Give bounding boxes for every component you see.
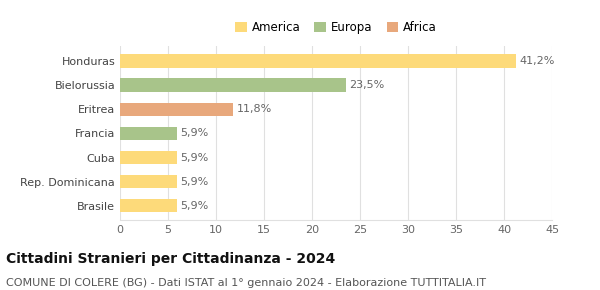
Text: 5,9%: 5,9% — [181, 177, 209, 187]
Text: Cittadini Stranieri per Cittadinanza - 2024: Cittadini Stranieri per Cittadinanza - 2… — [6, 252, 335, 266]
Bar — [120, 103, 233, 116]
Bar — [120, 79, 346, 92]
Text: 41,2%: 41,2% — [520, 56, 555, 66]
Text: 5,9%: 5,9% — [181, 153, 209, 163]
Text: 11,8%: 11,8% — [237, 104, 272, 114]
Bar — [120, 151, 176, 164]
Legend: America, Europa, Africa: America, Europa, Africa — [235, 21, 437, 34]
Text: COMUNE DI COLERE (BG) - Dati ISTAT al 1° gennaio 2024 - Elaborazione TUTTITALIA.: COMUNE DI COLERE (BG) - Dati ISTAT al 1°… — [6, 278, 486, 288]
Bar — [120, 199, 176, 213]
Bar — [120, 175, 176, 188]
Text: 23,5%: 23,5% — [349, 80, 385, 90]
Text: 5,9%: 5,9% — [181, 128, 209, 138]
Bar — [120, 127, 176, 140]
Text: 5,9%: 5,9% — [181, 201, 209, 211]
Bar — [120, 54, 515, 68]
